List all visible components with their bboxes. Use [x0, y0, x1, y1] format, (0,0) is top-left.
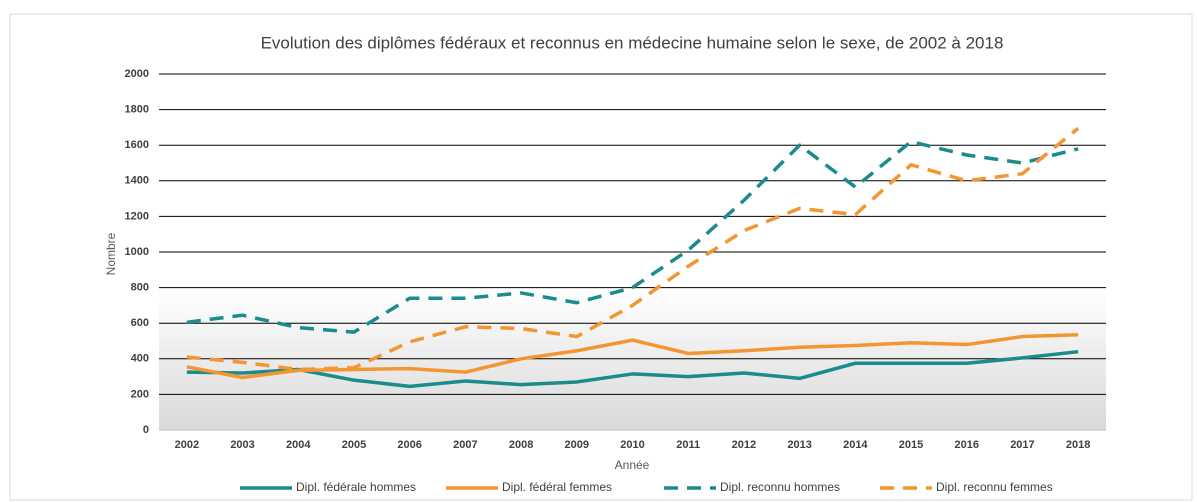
- legend-label: Dipl. fédérale hommes: [296, 480, 416, 494]
- y-tick-label: 2000: [125, 68, 149, 80]
- x-tick-label: 2013: [787, 439, 811, 451]
- legend-label: Dipl. reconnu hommes: [720, 480, 840, 494]
- data-line: [186, 139, 1079, 334]
- x-axis-label: Année: [615, 458, 650, 472]
- x-tick-label: 2015: [899, 439, 923, 451]
- x-tick-label: 2011: [676, 439, 700, 451]
- x-tick-label: 2009: [565, 439, 589, 451]
- x-tick-label: 2003: [230, 439, 254, 451]
- x-tick-label: 2018: [1066, 439, 1090, 451]
- x-tick-label: 2014: [843, 439, 868, 451]
- y-tick-label: 1200: [125, 210, 149, 222]
- y-tick-label: 1600: [125, 139, 149, 151]
- y-tick-label: 1800: [125, 104, 149, 116]
- y-tick-label: 400: [131, 353, 149, 365]
- x-tick-label: 2004: [286, 439, 311, 451]
- legend-label: Dipl. reconnu femmes: [936, 480, 1053, 494]
- y-tick-label: 800: [131, 282, 149, 294]
- x-tick-label: 2010: [620, 439, 644, 451]
- x-tick-label: 2012: [732, 439, 756, 451]
- data-line: [186, 349, 1079, 389]
- x-tick-label: 2005: [342, 439, 366, 451]
- x-tick-label: 2007: [453, 439, 477, 451]
- y-tick-label: 1400: [125, 175, 149, 187]
- chart-border: [9, 13, 1193, 501]
- x-tick-label: 2002: [175, 439, 199, 451]
- data-line: [186, 126, 1080, 372]
- y-tick-label: 0: [143, 424, 149, 436]
- x-tick-label: 2017: [1010, 439, 1034, 451]
- chart-title: Evolution des diplômes fédéraux et recon…: [261, 33, 1004, 52]
- x-tick-label: 2016: [954, 439, 978, 451]
- y-tick-label: 600: [131, 317, 149, 329]
- x-tick-label: 2008: [509, 439, 533, 451]
- y-tick-label: 1000: [125, 246, 149, 258]
- y-tick-label: 200: [131, 388, 149, 400]
- legend-label: Dipl. fédéral femmes: [502, 480, 612, 494]
- y-axis-label: Nombre: [104, 232, 118, 275]
- x-tick-label: 2006: [397, 439, 421, 451]
